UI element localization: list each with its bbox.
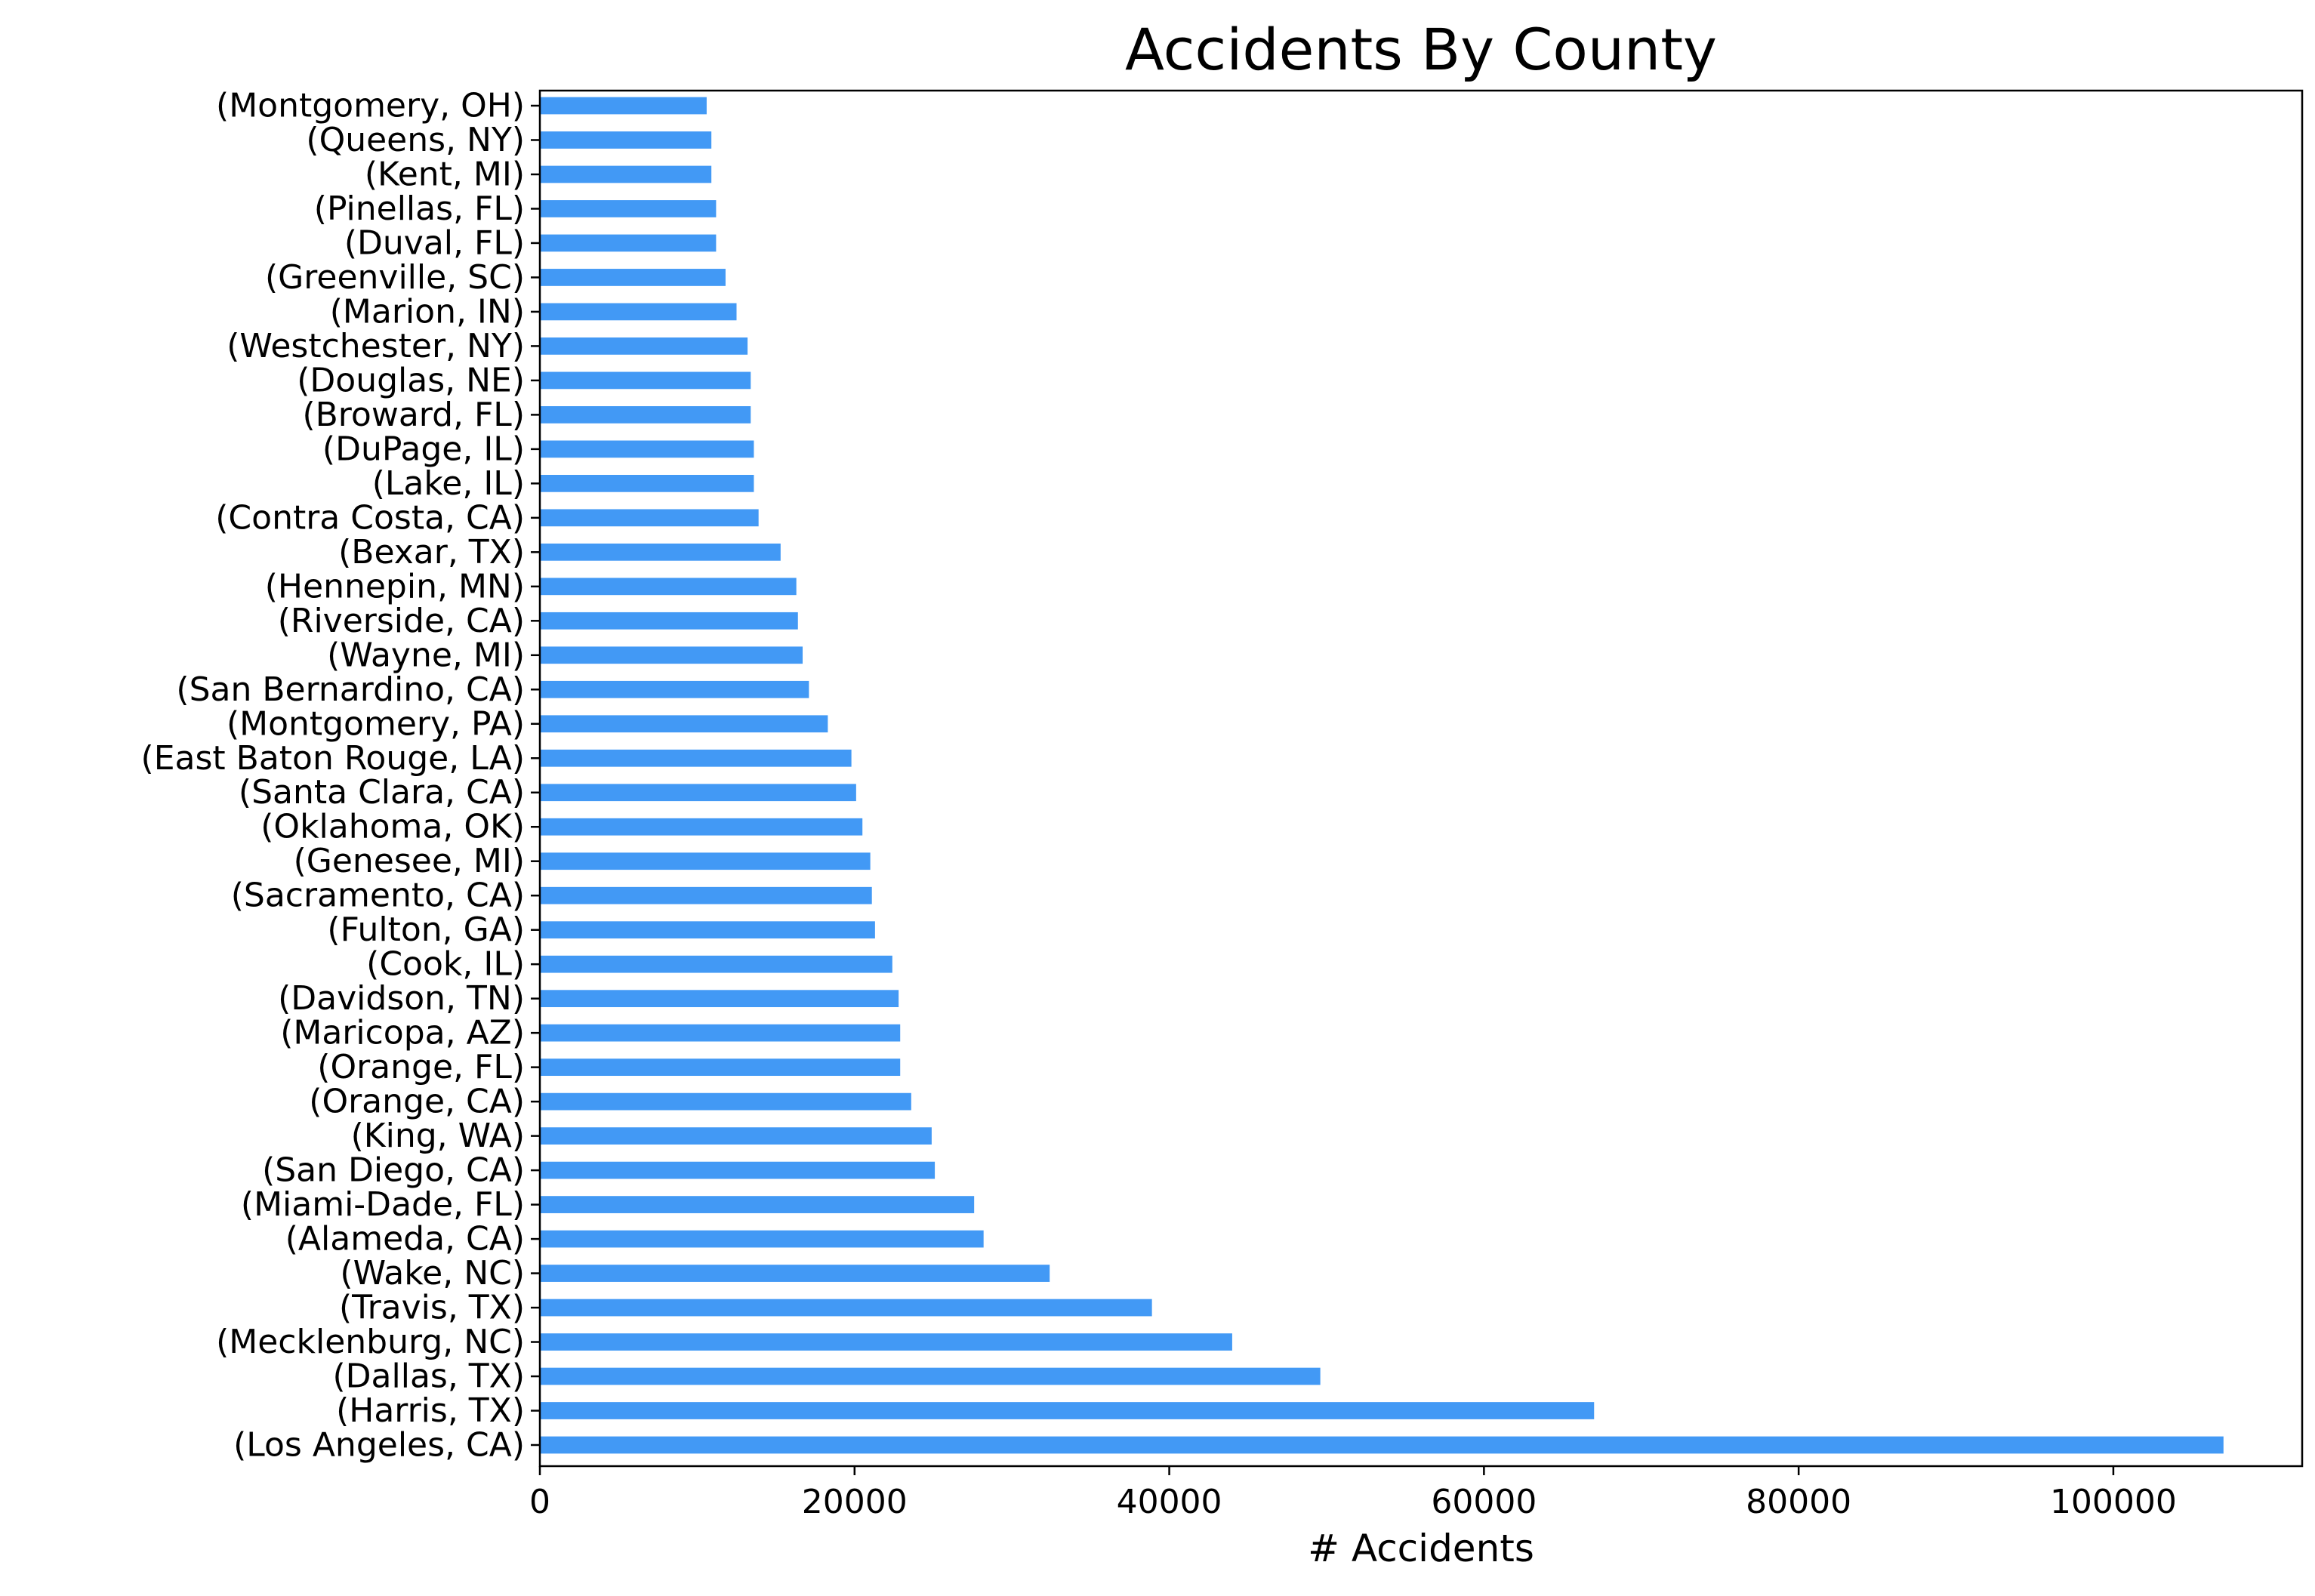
y-tick-label: (DuPage, IL): [322, 430, 525, 468]
bar: [540, 440, 754, 458]
y-tick-label: (Westchester, NY): [227, 327, 525, 365]
y-tick-label: (Queens, NY): [306, 121, 525, 159]
y-tick-label: (San Bernardino, CA): [176, 670, 525, 709]
bar: [540, 612, 798, 630]
bar: [540, 1092, 911, 1111]
x-tick-label: 80000: [1746, 1483, 1851, 1521]
bar: [540, 234, 717, 252]
y-tick-label: (Duval, FL): [344, 223, 525, 262]
bar: [540, 200, 717, 217]
plot-frame: [538, 89, 2304, 1468]
bar: [540, 337, 748, 355]
bar: [540, 1265, 1050, 1282]
y-tick-label: (Riverside, CA): [278, 602, 525, 640]
bar: [540, 852, 871, 870]
y-tick-label: (Marion, IN): [330, 292, 525, 331]
y-tick-label: (Fulton, GA): [327, 910, 525, 949]
y-tick-label: (Greenville, SC): [265, 258, 525, 297]
x-axis-ticks: 0 20000 40000 60000 80000 100000: [529, 1466, 2177, 1521]
bar: [540, 578, 797, 596]
bar: [540, 749, 852, 767]
y-tick-label: (Contra Costa, CA): [215, 498, 525, 537]
x-tick-label: 20000: [802, 1483, 908, 1521]
y-tick-labels: (Los Angeles, CA)(Harris, TX)(Dallas, TX…: [141, 87, 540, 1465]
bar: [540, 1161, 936, 1179]
bar: [540, 1230, 984, 1248]
x-tick-label: 100000: [2050, 1483, 2177, 1521]
y-tick-label: (Genesee, MI): [294, 842, 525, 880]
x-tick-label: 60000: [1431, 1483, 1537, 1521]
bar: [540, 303, 737, 321]
y-tick-label: (King, WA): [351, 1117, 525, 1155]
bar: [540, 131, 712, 149]
y-tick-label: (Davidson, TN): [278, 979, 525, 1018]
y-tick-label: (Douglas, NE): [297, 361, 525, 399]
y-tick-label: (Sacramento, CA): [231, 877, 525, 915]
y-tick-label: (Hennepin, MN): [265, 567, 525, 605]
bar: [540, 886, 872, 904]
x-tick-label: 40000: [1117, 1483, 1222, 1521]
y-tick-label: (Maricopa, AZ): [280, 1014, 525, 1052]
bar: [540, 1127, 932, 1145]
y-tick-label: (Harris, TX): [336, 1391, 525, 1430]
bar: [540, 165, 712, 183]
y-tick-label: (Oklahoma, OK): [260, 808, 525, 846]
bar: [540, 1196, 975, 1213]
bar: [540, 1024, 901, 1042]
bar: [540, 371, 751, 390]
bar: [540, 406, 751, 424]
bar: [540, 1367, 1321, 1385]
bar: [540, 921, 875, 939]
y-tick-label: (Alameda, CA): [285, 1220, 525, 1259]
y-tick-label: (Montgomery, OH): [216, 87, 525, 125]
y-tick-label: (Santa Clara, CA): [239, 773, 525, 812]
y-tick-label: (Miami-Dade, FL): [241, 1185, 525, 1224]
y-tick-label: (Kent, MI): [365, 155, 525, 193]
bar: [540, 1436, 2224, 1454]
bar: [540, 543, 781, 561]
y-tick-label: (Wayne, MI): [327, 636, 525, 674]
bar: [540, 269, 726, 286]
chart-title: Accidents By County: [1125, 16, 1717, 83]
y-tick-label: (Pinellas, FL): [314, 189, 525, 228]
bar: [540, 1333, 1232, 1351]
bar: [540, 680, 809, 698]
y-tick-label: (Orange, CA): [309, 1083, 525, 1121]
bar: [540, 646, 803, 664]
bar: [540, 1058, 901, 1077]
bar: [540, 990, 899, 1008]
y-tick-label: (Wake, NC): [340, 1254, 525, 1293]
x-tick-label: 0: [529, 1483, 550, 1521]
bars-group: [540, 97, 2224, 1454]
y-tick-label: (San Diego, CA): [262, 1151, 525, 1190]
bar: [540, 509, 759, 527]
y-tick-label: (Montgomery, PA): [227, 704, 525, 743]
bar: [540, 97, 707, 115]
bar: [540, 818, 863, 836]
y-tick-label: (Bexar, TX): [338, 533, 525, 572]
y-tick-label: (Mecklenburg, NC): [216, 1323, 525, 1361]
y-tick-label: (Broward, FL): [302, 396, 525, 434]
x-axis-label: # Accidents: [1308, 1527, 1534, 1570]
bar: [540, 715, 828, 733]
bar: [540, 474, 754, 492]
y-tick-label: (Dallas, TX): [332, 1357, 525, 1396]
y-tick-label: (Los Angeles, CA): [233, 1426, 525, 1465]
y-tick-label: (Orange, FL): [317, 1048, 525, 1086]
bar: [540, 955, 892, 973]
bar: [540, 1299, 1152, 1317]
y-tick-label: (East Baton Rouge, LA): [141, 739, 525, 778]
y-tick-label: (Lake, IL): [372, 464, 525, 503]
bar: [540, 784, 856, 802]
bar: [540, 1402, 1595, 1419]
y-tick-label: (Cook, IL): [366, 945, 525, 984]
y-tick-label: (Travis, TX): [339, 1289, 525, 1327]
